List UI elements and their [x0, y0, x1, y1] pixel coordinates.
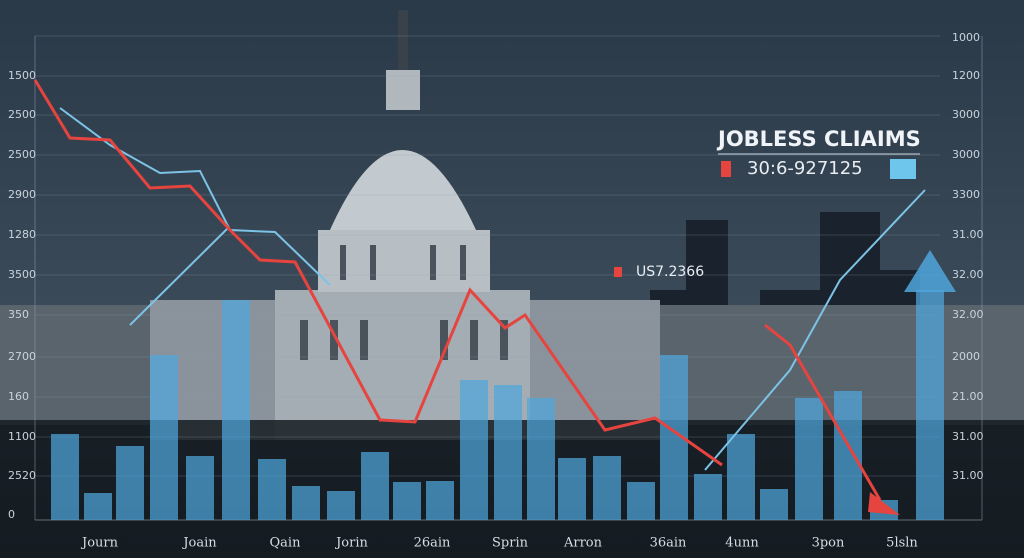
- x-label: 5lsln: [886, 536, 918, 551]
- lines: [33, 79, 926, 515]
- title-box: JOBLESS CLIAIMS 30:6-927125 US7.2366: [614, 127, 921, 280]
- x-label: 26ain: [414, 536, 451, 551]
- right-axis-label: 31.00: [952, 469, 984, 482]
- x-label: Journ: [80, 536, 119, 551]
- left-axis-label: 1280: [8, 228, 36, 241]
- right-axis-label: 31.00: [952, 228, 984, 241]
- left-axis-label: 3500: [8, 268, 36, 281]
- bars: [51, 250, 956, 520]
- left-axis-label: 2500: [8, 108, 36, 121]
- right-axis-label: 32.00: [952, 308, 984, 321]
- right-axis-label: 1000: [952, 31, 980, 44]
- x-label: Joain: [181, 536, 217, 551]
- left-axis-label: 1100: [8, 430, 36, 443]
- marker-label: US7.2366: [636, 264, 704, 280]
- right-axis-label: 3000: [952, 148, 980, 161]
- left-axis-label: 350: [8, 308, 29, 321]
- axis-labels: 1500 2500 2500 2900 1280 3500 350 2700 160 1100 25…: [8, 31, 984, 551]
- right-axis-label: 2000: [952, 350, 980, 363]
- right-axis-label: 1200: [952, 69, 980, 82]
- title: JOBLESS CLIAIMS: [716, 127, 921, 151]
- x-label: 4unn: [725, 536, 759, 551]
- x-label: Jorin: [334, 536, 368, 551]
- x-label: Sprin: [492, 536, 529, 551]
- right-axis-label: 3300: [952, 188, 980, 201]
- x-label: 36ain: [650, 536, 687, 551]
- right-axis-label: 31.00: [952, 430, 984, 443]
- x-label: Arron: [563, 536, 603, 551]
- left-axis-label: 2520: [8, 469, 36, 482]
- left-axis-label: 160: [8, 390, 29, 403]
- left-axis-label: 0: [8, 508, 15, 521]
- left-axis-label: 1500: [8, 69, 36, 82]
- right-axis-label: 32.00: [952, 268, 984, 281]
- x-label: 3pon: [812, 536, 845, 551]
- left-axis-label: 2900: [8, 188, 36, 201]
- right-axis-label: 21.00: [952, 390, 984, 403]
- right-axis-label: 3000: [952, 108, 980, 121]
- headline-value: 30:6-927125: [747, 158, 863, 179]
- x-label: Qain: [270, 536, 302, 551]
- left-axis-label: 2500: [8, 148, 36, 161]
- left-axis-label: 2700: [8, 350, 36, 363]
